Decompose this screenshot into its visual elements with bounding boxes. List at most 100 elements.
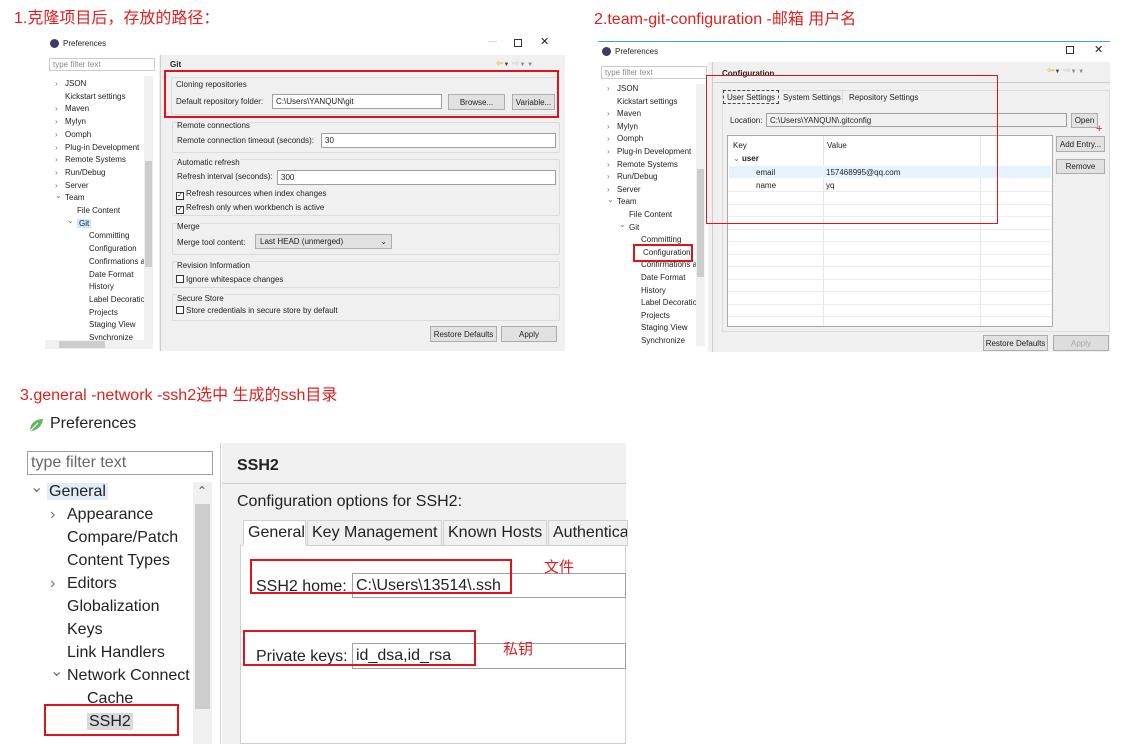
chevron-right-icon[interactable]: › <box>55 129 58 139</box>
tree-item[interactable]: Content Types <box>67 552 170 570</box>
tree-item[interactable]: Compare/Patch <box>67 529 178 547</box>
chevron-right-icon[interactable]: › <box>607 172 610 182</box>
tree-item[interactable]: › Plug-in Development <box>55 143 139 152</box>
chevron-right-icon[interactable]: › <box>50 506 56 523</box>
tree-item[interactable]: Configuration <box>641 248 693 257</box>
chevron-down-icon[interactable]: ⌄ <box>607 194 614 204</box>
tree-item[interactable]: Kickstart settings <box>65 92 125 101</box>
tree-item[interactable]: ⌄ Git <box>619 220 639 232</box>
refresh-index-checkbox[interactable]: ✓ Refresh resources when index changes <box>176 189 327 200</box>
tree-item[interactable]: › Maven <box>55 104 89 113</box>
tab-key-management[interactable]: Key Management <box>307 520 442 546</box>
tree-item[interactable]: ⌄ General <box>30 479 108 501</box>
tree-item[interactable]: Committing <box>641 235 681 244</box>
chevron-down-icon[interactable]: ⌄ <box>67 215 74 225</box>
tree-item[interactable]: Globalization <box>67 598 160 616</box>
tree-item[interactable]: Date Format <box>89 270 133 279</box>
chevron-right-icon[interactable]: › <box>55 104 58 114</box>
secure-store-checkbox[interactable]: Store credentials in secure store by def… <box>176 306 338 315</box>
refresh-active-checkbox[interactable]: ✓ Refresh only when workbench is active <box>176 203 325 214</box>
chevron-right-icon[interactable]: › <box>607 184 610 194</box>
tree-item[interactable]: Synchronize <box>89 333 133 342</box>
tree-item[interactable]: History <box>641 286 666 295</box>
tab-authentication[interactable]: Authenticat <box>548 520 628 546</box>
column-header-key[interactable]: Key <box>733 141 747 150</box>
tree-item[interactable]: Link Handlers <box>67 644 165 662</box>
tree-item[interactable]: › Run/Debug <box>607 172 657 181</box>
tree-item[interactable]: ⌄ Git <box>67 216 92 228</box>
default-folder-input[interactable]: C:\Users\YANQUN\git <box>272 94 442 109</box>
column-header-value[interactable]: Value <box>827 141 847 150</box>
maximize-button[interactable] <box>1066 46 1074 54</box>
chevron-right-icon[interactable]: › <box>55 167 58 177</box>
tree-item[interactable]: › Server <box>55 181 89 190</box>
tab-user-settings[interactable]: User Settings <box>723 90 779 104</box>
scrollbar-thumb[interactable] <box>145 161 152 267</box>
chevron-right-icon[interactable]: › <box>607 147 610 156</box>
chevron-down-icon[interactable]: ⌄ <box>55 190 62 200</box>
chevron-right-icon[interactable]: › <box>607 121 610 131</box>
interval-input[interactable]: 300 <box>277 170 556 185</box>
chevron-right-icon[interactable]: › <box>607 109 610 119</box>
chevron-right-icon[interactable]: › <box>55 142 58 152</box>
table-row[interactable]: name yq <box>729 179 1051 191</box>
tree-item[interactable]: Label Decoratio <box>89 295 145 304</box>
hscrollbar-thumb[interactable] <box>59 341 105 348</box>
timeout-input[interactable]: 30 <box>321 133 556 148</box>
tab-system-settings[interactable]: System Settings <box>781 90 843 104</box>
chevron-right-icon[interactable]: › <box>607 159 610 169</box>
maximize-button[interactable] <box>514 39 522 47</box>
restore-defaults-button[interactable]: Restore Defaults <box>983 335 1048 351</box>
restore-defaults-button[interactable]: Restore Defaults <box>430 326 497 342</box>
tree-item[interactable]: › Oomph <box>607 134 643 143</box>
tree-item[interactable]: Confirmations a <box>641 260 697 269</box>
minimize-button[interactable]: — <box>488 36 497 46</box>
tree-item[interactable]: › Remote Systems <box>607 160 678 169</box>
close-button[interactable]: ✕ <box>540 36 550 48</box>
tree-item[interactable]: › Appearance <box>50 506 153 524</box>
add-entry-button[interactable]: Add Entry... <box>1056 136 1105 152</box>
chevron-right-icon[interactable]: › <box>607 84 610 93</box>
tree-item[interactable]: Keys <box>67 621 103 639</box>
browse-button[interactable]: Browse... <box>448 94 505 110</box>
tree-item[interactable]: › Maven <box>607 109 641 118</box>
tree-item[interactable]: File Content <box>77 206 120 215</box>
apply-button[interactable]: Apply <box>1053 335 1109 351</box>
tree-item[interactable]: Committing <box>89 231 129 240</box>
chevron-right-icon[interactable]: › <box>55 180 58 190</box>
chevron-down-icon[interactable]: ⌄ <box>30 479 44 497</box>
tree-scrollbar[interactable] <box>696 84 705 346</box>
filter-input[interactable]: type filter text <box>27 451 213 475</box>
tree-item[interactable]: Label Decoratio <box>641 298 697 307</box>
chevron-right-icon[interactable]: › <box>55 117 58 127</box>
tree-item[interactable]: › Run/Debug <box>55 168 105 177</box>
tree-item[interactable]: ⌄ Network Connect <box>50 663 190 685</box>
merge-dropdown[interactable]: Last HEAD (unmerged) ⌄ <box>255 234 392 249</box>
chevron-right-icon[interactable]: › <box>55 155 58 165</box>
chevron-right-icon[interactable]: › <box>607 134 610 144</box>
tree-item[interactable]: Kickstart settings <box>617 97 677 106</box>
tree-item[interactable]: › Plug-in Development <box>607 147 691 156</box>
tree-item[interactable]: Projects <box>89 308 118 317</box>
remove-button[interactable]: Remove <box>1056 159 1105 174</box>
chevron-down-icon[interactable]: ⌄ <box>50 663 64 681</box>
ssh2-home-input[interactable]: C:\Users\13514\.ssh <box>352 573 626 598</box>
tree-item[interactable]: Staging View <box>641 323 688 332</box>
close-button[interactable]: ✕ <box>1094 44 1104 56</box>
private-keys-input[interactable]: id_dsa,id_rsa <box>352 643 626 669</box>
tree-scrollbar[interactable]: ⌃ <box>193 482 212 744</box>
tree-item[interactable]: Configuration <box>89 244 137 253</box>
variable-button[interactable]: Variable... <box>512 94 555 110</box>
filter-input[interactable]: type filter text <box>601 66 707 79</box>
tree-item[interactable]: › Editors <box>50 575 117 593</box>
tree-item[interactable]: › Remote Systems <box>55 155 126 164</box>
scrollbar-thumb[interactable] <box>195 504 210 709</box>
tree-scrollbar[interactable] <box>144 76 153 340</box>
tree-item[interactable]: Confirmations a <box>89 257 145 266</box>
tab-repository-settings[interactable]: Repository Settings <box>849 93 919 102</box>
tree-item[interactable]: History <box>89 282 114 291</box>
chevron-down-icon[interactable]: ⌄ <box>619 219 626 229</box>
open-button[interactable]: Open <box>1071 113 1098 128</box>
tree-hscrollbar[interactable] <box>45 340 153 349</box>
location-input[interactable]: C:\Users\YANQUN\.gitconfig <box>766 113 1067 127</box>
